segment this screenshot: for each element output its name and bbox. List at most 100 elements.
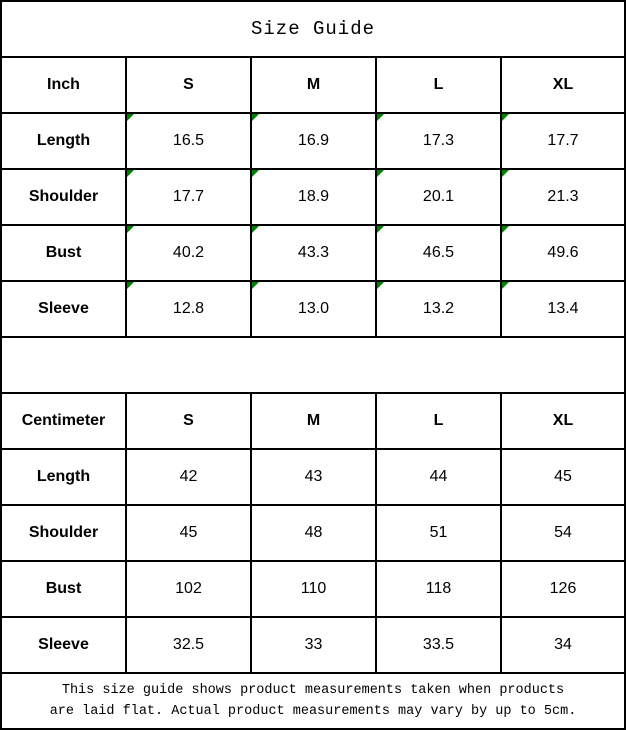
table-row: Length 16.5 16.9 17.3 17.7 (2, 112, 624, 168)
cell-value: 43 (304, 468, 323, 485)
cell-flag-icon (502, 114, 509, 121)
cell-value: 17.7 (172, 188, 205, 205)
size-value-cell: 110 (250, 562, 375, 616)
cell-value: 126 (549, 580, 577, 597)
cell-flag-icon (252, 282, 259, 289)
cell-value: 13.0 (297, 300, 330, 317)
size-value-cell: 20.1 (375, 170, 500, 224)
size-value-cell: 16.9 (250, 114, 375, 168)
cell-value: 45 (179, 524, 198, 541)
size-value-cell: 13.4 (500, 282, 624, 336)
table-row: Shoulder 17.7 18.9 20.1 21.3 (2, 168, 624, 224)
row-label: Sleeve (38, 636, 89, 653)
size-header-l: L (375, 58, 500, 112)
size-value-cell: 46.5 (375, 226, 500, 280)
cell-flag-icon (502, 282, 509, 289)
cell-value: 46.5 (422, 244, 455, 261)
cell-value: 13.2 (422, 300, 455, 317)
table-row: Sleeve 32.5 33 33.5 34 (2, 616, 624, 672)
size-value-cell: 17.7 (500, 114, 624, 168)
cell-value: 43.3 (297, 244, 330, 261)
size-value-cell: 16.5 (125, 114, 250, 168)
size-value-cell: 45 (500, 450, 624, 504)
cell-value: 16.5 (172, 132, 205, 149)
cell-value: 110 (300, 580, 327, 597)
inch-header-row: Inch S M L XL (2, 56, 624, 112)
size-value-cell: 21.3 (500, 170, 624, 224)
cell-flag-icon (377, 282, 384, 289)
cell-value: 48 (304, 524, 323, 541)
cell-value: 12.8 (172, 300, 205, 317)
cell-value: 118 (425, 580, 452, 597)
size-value-cell: 17.7 (125, 170, 250, 224)
cell-flag-icon (252, 114, 259, 121)
size-value-cell: 18.9 (250, 170, 375, 224)
size-value-cell: 43 (250, 450, 375, 504)
unit-header-centimeter: Centimeter (21, 412, 106, 429)
size-header-m: M (250, 394, 375, 448)
size-value-cell: 33 (250, 618, 375, 672)
footer-note-row: This size guide shows product measuremen… (2, 672, 624, 728)
size-value-cell: 33.5 (375, 618, 500, 672)
table-row: Shoulder 45 48 51 54 (2, 504, 624, 560)
title-row: Size Guide (2, 2, 624, 56)
size-value-cell: 54 (500, 506, 624, 560)
size-header-s: S (125, 394, 250, 448)
cell-flag-icon (127, 114, 134, 121)
cell-value: 40.2 (172, 244, 205, 261)
cell-flag-icon (377, 170, 384, 177)
cell-flag-icon (127, 170, 134, 177)
cell-flag-icon (127, 282, 134, 289)
row-label: Length (36, 468, 91, 485)
cell-flag-icon (502, 170, 509, 177)
size-value-cell: 118 (375, 562, 500, 616)
cell-value: 45 (554, 468, 572, 485)
row-label: Shoulder (28, 524, 99, 541)
cell-flag-icon (377, 114, 384, 121)
centimeter-header-row: Centimeter S M L XL (2, 392, 624, 448)
size-value-cell: 126 (500, 562, 624, 616)
cell-value: 34 (554, 636, 572, 653)
size-value-cell: 49.6 (500, 226, 624, 280)
cell-value: 33 (304, 636, 323, 653)
size-value-cell: 13.0 (250, 282, 375, 336)
cell-value: 51 (429, 524, 448, 541)
cell-value: 17.3 (422, 132, 455, 149)
table-row: Bust 102 110 118 126 (2, 560, 624, 616)
cell-value: 33.5 (422, 636, 455, 653)
cell-flag-icon (377, 226, 384, 233)
size-value-cell: 43.3 (250, 226, 375, 280)
section-spacer (2, 336, 624, 392)
row-label: Length (36, 132, 91, 149)
table-row: Sleeve 12.8 13.0 13.2 13.4 (2, 280, 624, 336)
size-value-cell: 40.2 (125, 226, 250, 280)
cell-value: 16.9 (297, 132, 330, 149)
cell-value: 44 (429, 468, 448, 485)
size-header-xl: XL (500, 394, 624, 448)
size-header-l: L (375, 394, 500, 448)
size-value-cell: 42 (125, 450, 250, 504)
cell-value: 32.5 (172, 636, 205, 653)
footer-note: This size guide shows product measuremen… (49, 683, 577, 719)
size-value-cell: 48 (250, 506, 375, 560)
size-value-cell: 102 (125, 562, 250, 616)
size-value-cell: 17.3 (375, 114, 500, 168)
size-value-cell: 44 (375, 450, 500, 504)
size-header-m: M (250, 58, 375, 112)
page-title: Size Guide (250, 18, 376, 40)
cell-value: 54 (554, 524, 572, 541)
cell-value: 42 (179, 468, 198, 485)
size-header-s: S (125, 58, 250, 112)
size-value-cell: 13.2 (375, 282, 500, 336)
row-label: Bust (45, 580, 82, 597)
row-label: Shoulder (28, 188, 99, 205)
row-label: Bust (45, 244, 82, 261)
cell-flag-icon (252, 170, 259, 177)
table-row: Length 42 43 44 45 (2, 448, 624, 504)
size-value-cell: 45 (125, 506, 250, 560)
size-value-cell: 32.5 (125, 618, 250, 672)
size-value-cell: 34 (500, 618, 624, 672)
cell-value: 13.4 (547, 300, 579, 317)
size-value-cell: 51 (375, 506, 500, 560)
cell-value: 21.3 (547, 188, 579, 205)
